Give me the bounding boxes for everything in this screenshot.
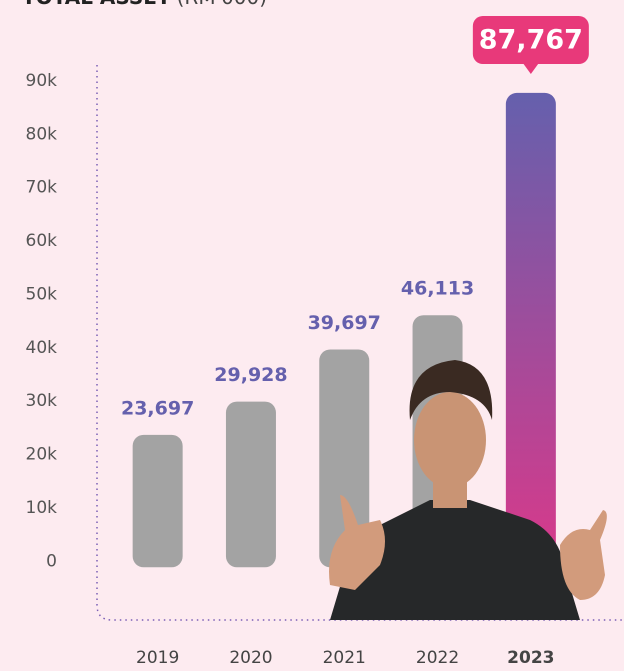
- callout-box: [472, 16, 589, 64]
- bar: [319, 349, 370, 568]
- bar: [505, 92, 556, 568]
- y-tick-label: 90k: [26, 71, 58, 91]
- right-hand: [560, 510, 607, 600]
- neck: [433, 480, 467, 508]
- value-label: 29,928: [214, 364, 287, 386]
- value-label: 39,697: [308, 312, 381, 334]
- left-hand: [329, 495, 385, 590]
- y-tick-label: 30k: [26, 391, 58, 411]
- bar: [132, 434, 183, 568]
- y-tick-label: 70k: [26, 178, 58, 198]
- callout-pointer: [522, 63, 539, 74]
- face: [414, 392, 486, 488]
- x-tick-label: 2020: [229, 648, 272, 668]
- shirt: [330, 500, 580, 620]
- y-tick-label: 40k: [26, 338, 58, 358]
- x-tick-label: 2021: [323, 648, 366, 668]
- y-tick-label: 20k: [26, 445, 58, 465]
- x-tick-label: 2023: [507, 648, 554, 668]
- x-tick-label: 2022: [416, 648, 459, 668]
- axis-line: [96, 65, 624, 621]
- labels: 0 10k 20k 30k 40k 50k 60k 70k 80k 90k 2019 23,697 20…: [26, 16, 589, 668]
- chart-title: TOTAL ASSET: [22, 0, 171, 9]
- y-tick-label: 60k: [26, 231, 58, 251]
- chart-title-group: TOTAL ASSET (RM'000): [22, 0, 267, 9]
- person-photo: [329, 360, 607, 620]
- value-label: 46,113: [401, 278, 474, 300]
- x-tick-label: 2019: [136, 648, 179, 668]
- hair: [409, 360, 493, 420]
- value-label: 23,697: [121, 397, 194, 419]
- chart-subtitle: (RM'000): [177, 0, 267, 9]
- y-tick-label: 10k: [26, 498, 58, 518]
- bar: [225, 401, 276, 568]
- y-tick-label: 50k: [26, 284, 58, 304]
- y-tick-label: 80k: [26, 124, 58, 144]
- y-tick-label: 0: [46, 551, 57, 571]
- value-label: 87,767: [479, 25, 583, 56]
